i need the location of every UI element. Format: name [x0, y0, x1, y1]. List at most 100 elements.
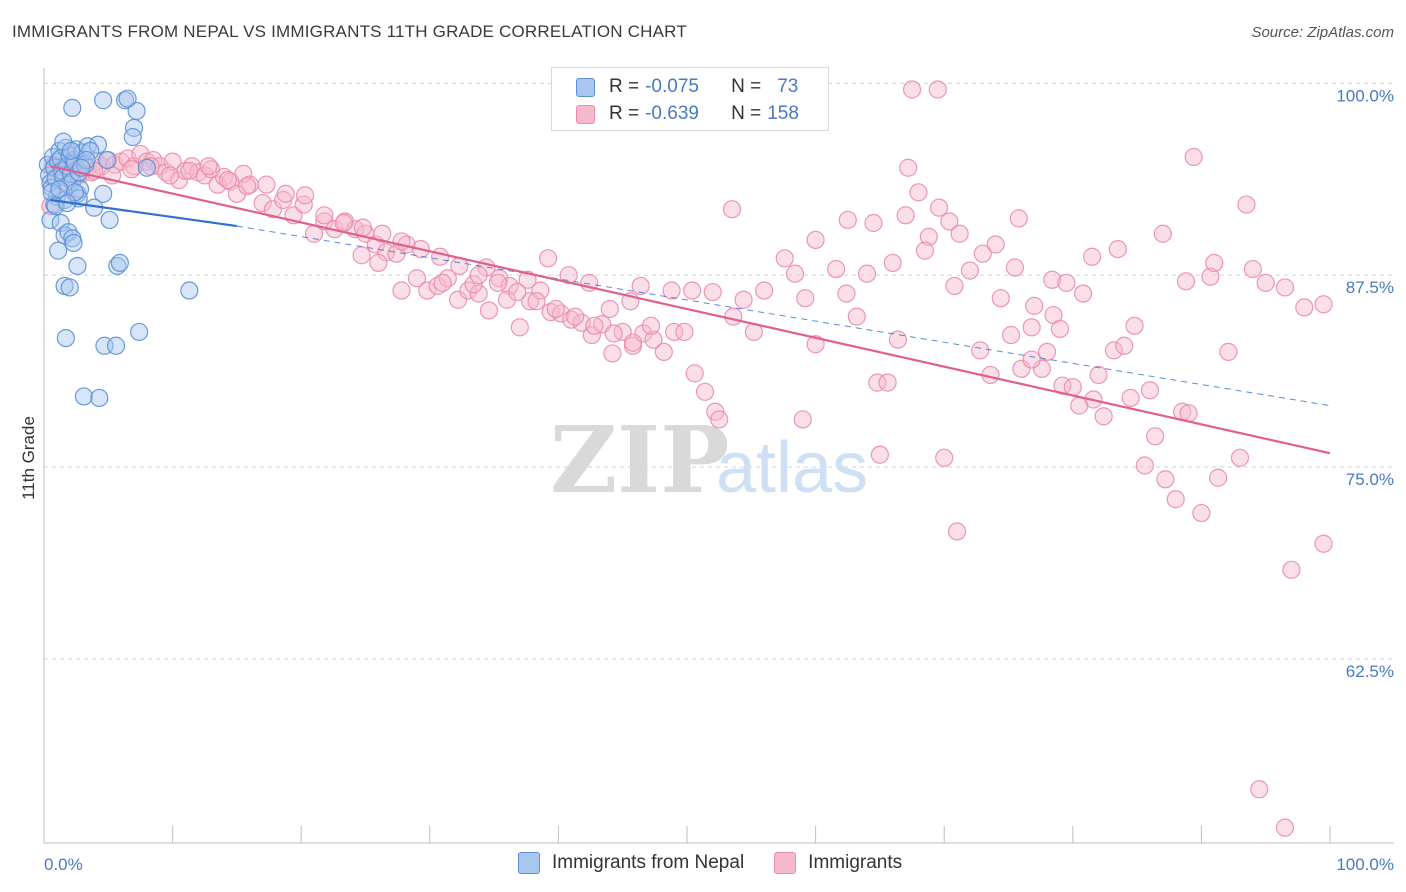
immigrants-point [180, 161, 199, 180]
nepal-point [50, 180, 69, 199]
immigrants-point [806, 230, 825, 249]
nepal-point [97, 150, 117, 170]
legend-item-immigrants[interactable]: Immigrants [774, 852, 902, 874]
immigrants-point [971, 341, 990, 360]
nepal-point [74, 387, 93, 406]
immigrants-point [218, 170, 237, 190]
immigrants-point [1275, 818, 1295, 837]
immigrants-point [407, 269, 427, 288]
immigrants-point [1156, 470, 1175, 489]
immigrants-point [623, 333, 643, 352]
immigrants-point [675, 322, 694, 342]
immigrants-point [1104, 341, 1124, 360]
immigrants-point [334, 213, 353, 233]
immigrants-point [263, 200, 283, 219]
immigrants-point [928, 80, 947, 99]
immigrants-point [847, 307, 866, 326]
immigrants-point [527, 292, 546, 311]
axes [43, 68, 1394, 844]
immigrants-point [695, 382, 715, 401]
immigrants-point [899, 158, 918, 177]
immigrants-point [1250, 780, 1269, 799]
legend-item-nepal[interactable]: Immigrants from Nepal [518, 852, 744, 874]
y-tick-label: 100.0% [1336, 86, 1394, 105]
immigrants-point [1314, 295, 1333, 314]
immigrants-point [935, 448, 954, 467]
immigrants-point [469, 284, 488, 303]
nepal-trend-extension [236, 225, 1331, 407]
immigrants-point [1025, 296, 1044, 315]
nepal-point [137, 158, 156, 177]
y-tick-label: 75.0% [1346, 470, 1394, 489]
immigrants-point [683, 281, 702, 300]
immigrants-point [510, 318, 529, 337]
immigrants-point [418, 281, 437, 300]
immigrants-point [644, 330, 663, 349]
immigrants-point [600, 299, 619, 319]
immigrants-point [1275, 278, 1295, 297]
immigrants-point [940, 212, 959, 231]
immigrants-point [1184, 147, 1203, 167]
immigrants-point [1256, 273, 1275, 292]
immigrants-point [1121, 388, 1140, 408]
chart-title: IMMIGRANTS FROM NEPAL VS IMMIGRANTS 11TH… [12, 22, 687, 41]
immigrants-point [539, 249, 558, 268]
immigrants-point [1050, 319, 1070, 338]
immigrants-point [531, 281, 550, 300]
nepal-point [81, 141, 100, 160]
immigrants-point [806, 335, 825, 354]
immigrants-point [1140, 381, 1160, 400]
series-legend: Immigrants from Nepal Immigrants [518, 852, 932, 874]
immigrants-point [276, 184, 295, 203]
immigrants-point [665, 322, 684, 342]
stats-row-immigrants: R = -0.639 N = 158 [576, 102, 799, 126]
immigrants-point [1153, 224, 1172, 243]
trend-lines [50, 165, 1331, 455]
immigrants-point [546, 299, 565, 319]
immigrants-point [604, 324, 623, 343]
nepal-point [130, 322, 149, 342]
immigrants-point [1125, 316, 1144, 335]
immigrants-point [896, 206, 915, 225]
pink-swatch [774, 852, 797, 874]
immigrants-point [1219, 342, 1238, 362]
immigrants-point [163, 152, 182, 171]
immigrants-point [253, 193, 272, 213]
immigrants-point [227, 184, 246, 203]
immigrants-point [837, 284, 856, 303]
immigrants-point [868, 373, 887, 392]
immigrants-point [199, 157, 218, 176]
immigrants-point [662, 281, 681, 300]
r-value: -0.075 [645, 76, 699, 97]
immigrants-point [479, 301, 499, 320]
x-tick-label: 0.0% [44, 855, 83, 874]
immigrants-point [518, 270, 537, 289]
immigrants-point [1230, 448, 1250, 467]
immigrants-point [1057, 273, 1076, 292]
nepal-point [64, 233, 83, 253]
immigrants-point [870, 445, 890, 464]
immigrants-point [796, 289, 815, 308]
immigrants-point [1146, 427, 1165, 446]
immigrants-point [1166, 490, 1185, 509]
immigrants-point [755, 281, 774, 300]
stats-row-nepal: R = -0.075 N = 73 [576, 75, 798, 99]
immigrants-point [991, 289, 1010, 308]
blue-swatch [576, 77, 595, 97]
immigrants-point [1176, 272, 1196, 291]
immigrants-point [1012, 359, 1031, 378]
blue-swatch [518, 852, 540, 874]
immigrants-point [1108, 239, 1127, 259]
immigrants-point [1295, 298, 1314, 317]
immigrants-point [122, 160, 141, 179]
immigrants-point [883, 253, 902, 273]
immigrants-point [433, 273, 452, 292]
immigrants-point [1022, 318, 1041, 337]
immigrants-point [373, 224, 392, 243]
immigrants-point [1009, 209, 1028, 228]
immigrants-point [634, 324, 653, 343]
immigrants-point [1037, 342, 1057, 362]
immigrants-point [1201, 267, 1220, 286]
immigrants-point [1237, 195, 1256, 214]
